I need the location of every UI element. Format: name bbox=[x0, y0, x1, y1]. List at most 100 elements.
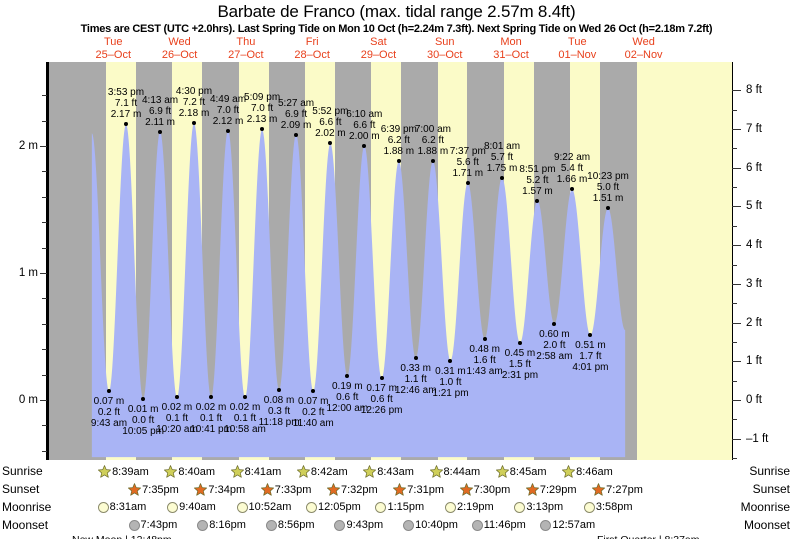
moonset-icon bbox=[403, 519, 415, 531]
moon-phase-time: 12:48pm bbox=[131, 534, 172, 539]
tide-time: 8:51 pm bbox=[519, 163, 556, 175]
tide-extreme-dot bbox=[294, 132, 299, 137]
tide-extreme-label: 4:30 pm 7.2 ft 2.18 m bbox=[160, 86, 228, 119]
y-tick-right bbox=[732, 361, 741, 363]
tide-time: 1:43 am bbox=[466, 366, 503, 378]
astro-time: 7:43pm bbox=[140, 519, 178, 531]
tide-time: 9:43 am bbox=[90, 418, 128, 430]
tide-time: 7:37 pm bbox=[449, 145, 486, 157]
page-title: Barbate de Franco (max. tidal range 2.57… bbox=[217, 2, 576, 21]
tide-ft: 0.2 ft bbox=[302, 407, 325, 419]
day-header-5: Sun 30–Oct bbox=[405, 36, 485, 61]
tide-extreme-label: 5:09 pm 7.0 ft 2.13 m bbox=[228, 92, 296, 125]
astro-cell-moonset-5: 11:46pm bbox=[471, 519, 526, 531]
y-tick-left bbox=[40, 273, 49, 274]
tide-extreme-dot bbox=[158, 130, 163, 135]
tide-time: 10:58 am bbox=[224, 424, 266, 436]
astro-cell-sunrise-1: 8:40am bbox=[164, 465, 215, 478]
astro-time: 7:34pm bbox=[208, 483, 246, 496]
tide-extreme-dot bbox=[535, 198, 540, 203]
tide-m: 0.02 m bbox=[195, 402, 227, 414]
astro-time: 10:52am bbox=[248, 501, 292, 513]
y-tick-right bbox=[732, 245, 741, 247]
tide-extreme-dot bbox=[465, 180, 470, 185]
astro-cell-moonset-0: 7:43pm bbox=[128, 519, 178, 531]
astro-label-right-sunset: Sunset bbox=[752, 482, 790, 496]
tide-extreme-dot bbox=[141, 396, 146, 401]
y-tick-right bbox=[732, 458, 737, 460]
star-icon bbox=[525, 483, 539, 496]
y-label-right-4: 4 ft bbox=[746, 239, 762, 252]
astro-time: 7:30pm bbox=[473, 483, 511, 496]
tide-time: 5:52 pm bbox=[312, 106, 349, 118]
y-tick-left bbox=[40, 400, 49, 401]
astro-cell-sunset-0: 7:35pm bbox=[128, 483, 179, 496]
tide-extreme-dot bbox=[362, 144, 367, 148]
astro-cell-moonset-1: 8:16pm bbox=[197, 519, 246, 531]
astro-time: 9:40am bbox=[179, 501, 216, 513]
tide-m: 2.18 m bbox=[178, 108, 210, 120]
tide-extreme-label: 6:39 pm 6.2 ft 1.88 m bbox=[365, 124, 433, 157]
day-header-date: 25–Oct bbox=[95, 48, 132, 61]
y-axis-left-labels: 2 m 1 m 0 m bbox=[0, 62, 38, 460]
astro-cell-moonset-3: 9:43pm bbox=[334, 519, 383, 531]
tide-ft: 6.9 ft bbox=[284, 108, 308, 120]
tide-extreme-label: 0.02 m 0.1 ft 10:41 pm bbox=[177, 402, 245, 435]
tide-m: 2.00 m bbox=[349, 131, 380, 142]
y-axis-right-ticks bbox=[732, 62, 742, 460]
tide-ft: 7.0 ft bbox=[250, 103, 274, 115]
tide-m: 0.19 m bbox=[332, 380, 363, 392]
astro-cell-moonrise-1: 9:40am bbox=[167, 501, 216, 513]
moonrise-icon bbox=[583, 501, 595, 513]
y-tick-right bbox=[732, 264, 737, 266]
day-header-8: Wed 02–Nov bbox=[604, 36, 684, 61]
tide-ft: 1.1 ft bbox=[404, 374, 427, 386]
tide-extreme-dot bbox=[277, 387, 282, 392]
tide-extreme-label: 7:37 pm 5.6 ft 1.71 m bbox=[434, 146, 502, 179]
moonset-icon bbox=[540, 519, 552, 531]
y-axis-left-ticks bbox=[40, 62, 49, 460]
astro-time: 7:31pm bbox=[407, 483, 444, 496]
y-tick-left bbox=[42, 171, 49, 173]
y-tick-left bbox=[42, 450, 49, 452]
tide-ft: 6.2 ft bbox=[421, 135, 445, 147]
tide-time: 10:41 pm bbox=[190, 424, 232, 436]
astro-label-right-sunrise: Sunrise bbox=[749, 464, 790, 478]
tide-ft: 0.6 ft bbox=[336, 391, 359, 403]
tide-extreme-label: 0.45 m 1.5 ft 2:31 pm bbox=[486, 348, 554, 381]
moonset-icon bbox=[197, 519, 209, 531]
tide-extreme-label: 5:52 pm 6.6 ft 2.02 m bbox=[296, 106, 364, 139]
tide-extreme-label: 0.07 m 0.2 ft 9:43 am bbox=[75, 396, 143, 429]
tide-extreme-dot bbox=[328, 141, 333, 146]
y-tick-right bbox=[732, 109, 737, 111]
y-label-right-0: 0 ft bbox=[746, 394, 762, 406]
tide-ft: 5.6 ft bbox=[456, 156, 479, 168]
moonrise-icon bbox=[306, 501, 318, 513]
tide-m: 1.51 m bbox=[592, 193, 624, 205]
astro-time: 12:57am bbox=[552, 519, 596, 531]
day-header-0: Tue 25–Oct bbox=[73, 36, 153, 61]
astro-cell-sunset-2: 7:33pm bbox=[260, 483, 311, 496]
tide-m: 1.88 m bbox=[417, 146, 449, 158]
day-header-dow: Mon bbox=[500, 36, 522, 48]
star-icon bbox=[296, 465, 310, 478]
y-tick-right bbox=[732, 303, 737, 305]
astro-cell-moonrise-5: 2:19pm bbox=[444, 501, 494, 513]
tide-ft: 1.0 ft bbox=[439, 376, 462, 388]
astro-time: 8:46am bbox=[576, 465, 613, 478]
tide-m: 2.12 m bbox=[212, 115, 244, 127]
tide-ft: 1.5 ft bbox=[508, 358, 532, 370]
tide-m: 0.02 m bbox=[161, 402, 193, 414]
tide-time: 7:00 am bbox=[414, 124, 451, 136]
tide-m: 1.66 m bbox=[556, 174, 588, 186]
tide-ft: 1.6 ft bbox=[473, 355, 496, 367]
day-header-dow: Wed bbox=[632, 36, 655, 48]
day-header-4: Sat 29–Oct bbox=[338, 36, 418, 61]
tide-extreme-dot bbox=[192, 121, 196, 126]
tide-m: 0.33 m bbox=[400, 363, 431, 375]
tide-time: 12:00 am bbox=[326, 402, 369, 414]
day-band-last bbox=[636, 62, 732, 460]
y-tick-left bbox=[42, 323, 49, 325]
astro-label-left-sunset: Sunset bbox=[2, 482, 40, 496]
tide-extreme-dot bbox=[311, 389, 316, 394]
